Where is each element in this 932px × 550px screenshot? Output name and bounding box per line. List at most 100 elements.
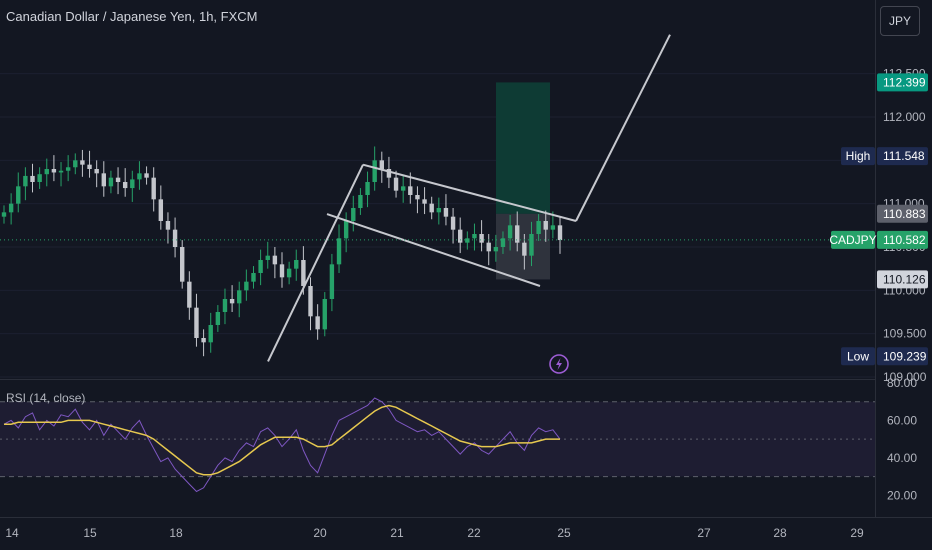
candle-body: [329, 264, 335, 299]
candle-body: [1, 212, 7, 217]
time-axis[interactable]: 14 15 18 20 21 22 25 27 28 29: [5, 526, 864, 540]
candle-body: [80, 160, 85, 165]
candle-body: [343, 221, 349, 239]
candle-body: [101, 173, 106, 187]
candle-body: [58, 170, 64, 173]
candle-body: [37, 174, 42, 182]
candle-body: [415, 195, 420, 200]
time-label: 14: [5, 526, 19, 540]
candle-body: [465, 238, 470, 243]
candle-body: [251, 273, 256, 282]
price-grid: [0, 73, 875, 378]
candle-body: [44, 169, 49, 175]
candle-body: [400, 186, 406, 191]
candle-body: [158, 199, 164, 221]
position-zones: [496, 82, 550, 280]
time-label: 27: [697, 526, 711, 540]
candle-body: [479, 234, 484, 243]
candle-body: [429, 203, 434, 213]
price-tag-value-box_bottom: 110.126: [883, 272, 926, 286]
candle-body: [194, 307, 199, 338]
candle-body: [137, 173, 142, 180]
candle-body: [16, 186, 21, 204]
price-tag-label-low: Low: [847, 349, 869, 363]
candle-body: [351, 208, 356, 221]
candle-body: [87, 164, 92, 169]
candle-body: [51, 169, 57, 173]
price-tick-label: 109.000: [883, 370, 927, 384]
rsi-tick-label: 20.00: [887, 488, 917, 502]
rsi-ma-line: [4, 404, 560, 476]
candle-body: [365, 182, 370, 195]
rsi-axis[interactable]: 80.00 60.00 40.00 20.00: [887, 376, 917, 502]
time-label: 28: [773, 526, 787, 540]
trendline-drawings[interactable]: [267, 34, 671, 362]
candle-body: [272, 255, 278, 265]
candle-body: [472, 234, 477, 239]
candle-body: [450, 216, 456, 230]
candle-body: [108, 177, 114, 187]
price-tag-box_top: [877, 204, 928, 223]
candle-body: [286, 268, 292, 278]
price-tick-label: 109.500: [883, 327, 927, 341]
price-tag-current: [877, 230, 928, 249]
candle-body: [30, 175, 35, 182]
channel-lower-line: [326, 213, 541, 287]
flagpole-line: [267, 164, 364, 362]
candle-body: [151, 177, 156, 200]
candle-body: [279, 264, 285, 278]
candle-body: [515, 225, 520, 243]
candle-body: [529, 234, 534, 256]
price-tags: 112.399 111.548 High 110.883 110.582 CADJPY 11…: [829, 73, 928, 366]
candle-body: [265, 255, 270, 260]
candle-body: [543, 221, 548, 230]
candle-body: [94, 169, 99, 174]
candle-body: [336, 238, 342, 265]
candle-body: [550, 225, 556, 230]
candle-body: [308, 286, 313, 317]
projection-line: [575, 34, 671, 222]
candle-body: [294, 260, 299, 269]
candles: [1, 146, 563, 357]
candle-body: [393, 177, 399, 191]
candle-body: [201, 338, 206, 343]
rsi-line: [3, 397, 561, 493]
time-label: 29: [850, 526, 864, 540]
candle-body: [65, 167, 71, 171]
price-tag-value-high: 111.548: [883, 149, 925, 163]
price-tag-value-target: 112.399: [883, 75, 926, 89]
time-label: 22: [467, 526, 481, 540]
time-label: 25: [557, 526, 571, 540]
channel-upper-line: [362, 163, 577, 222]
candle-body: [507, 225, 513, 239]
price-tag-value-current: 110.582: [883, 233, 926, 247]
time-label: 15: [83, 526, 97, 540]
candle-body: [358, 195, 363, 208]
candle-body: [443, 208, 449, 217]
candle-body: [73, 160, 78, 168]
candle-body: [486, 242, 491, 252]
candle-body: [436, 208, 442, 213]
currency-button[interactable]: JPY: [880, 6, 920, 36]
price-tag-label-bg-high: [841, 147, 875, 166]
candle-body: [23, 175, 28, 187]
price-tag-high: [877, 147, 928, 166]
candle-body: [258, 260, 263, 273]
rsi-band: [0, 401, 875, 477]
candle-body: [215, 312, 221, 325]
candle-body: [557, 225, 563, 241]
candle-body: [229, 299, 235, 304]
candle-body: [372, 160, 377, 182]
price-tag-label-bg-current: [831, 230, 875, 249]
flash-icon[interactable]: [549, 354, 569, 374]
candle-body: [408, 186, 413, 195]
candle-body: [130, 179, 135, 189]
rsi-tick-label: 60.00: [887, 413, 917, 427]
candle-body: [208, 325, 213, 343]
candle-body: [379, 160, 384, 169]
candle-body: [172, 229, 178, 247]
candle-body: [500, 238, 506, 247]
candle-body: [222, 299, 228, 312]
